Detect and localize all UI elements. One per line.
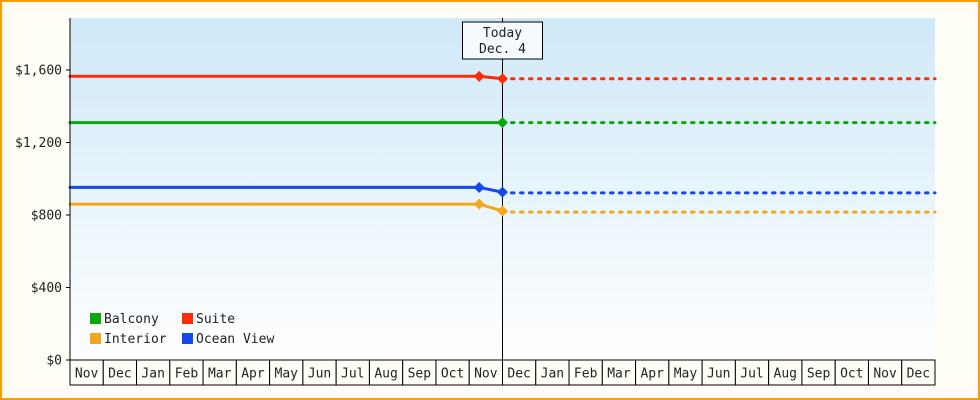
month-label: Apr [241, 367, 265, 382]
legend-label-ocean-view: Ocean View [196, 332, 274, 347]
series-suite-marker [497, 73, 508, 85]
month-cell [734, 359, 770, 386]
series-suite-marker [473, 70, 485, 82]
month-cell [568, 359, 603, 386]
legend-swatch-interior [90, 333, 101, 344]
month-label: May [674, 367, 698, 382]
y-tick-label: $1,600 [15, 64, 62, 79]
month-label: Apr [640, 367, 664, 382]
legend-item-suite: Suite [182, 312, 235, 327]
month-cell [468, 359, 504, 386]
month-label: Oct [441, 367, 464, 382]
month-label: Dec [507, 367, 530, 382]
month-cell [435, 359, 470, 386]
legend-item-ocean-view: Ocean View [182, 332, 274, 347]
month-label: Oct [840, 367, 863, 382]
month-label: Aug [374, 367, 397, 382]
legend-swatch-ocean-view [182, 333, 193, 344]
legend-label-balcony: Balcony [104, 312, 159, 327]
month-label: Dec [108, 367, 131, 382]
legend-label-interior: Interior [104, 332, 167, 347]
month-cell [368, 359, 404, 386]
month-label: Feb [574, 367, 598, 382]
month-label: Jul [341, 367, 364, 382]
month-cell [169, 359, 204, 386]
legend-swatch-suite [182, 313, 193, 324]
month-cell [102, 359, 138, 386]
month-cell [302, 359, 337, 386]
month-cell [69, 359, 104, 386]
month-label: Jun [707, 367, 730, 382]
y-tick-label: $800 [31, 209, 62, 224]
month-cell [601, 359, 637, 386]
month-cell [202, 359, 237, 386]
today-label-box [462, 21, 543, 60]
month-cell [402, 359, 437, 386]
month-label: May [275, 367, 299, 382]
legend-item-balcony: Balcony [90, 312, 159, 327]
month-cell [867, 359, 903, 386]
month-label: Feb [175, 367, 199, 382]
month-label: Jun [308, 367, 331, 382]
legend: Balcony Suite Interior Ocean View [90, 312, 274, 347]
month-label: Sep [408, 367, 432, 382]
month-label: Nov [75, 367, 99, 382]
series-interior-marker [497, 205, 508, 217]
today-label-line1: Today [483, 26, 522, 41]
month-label: Sep [807, 367, 831, 382]
month-cell [701, 359, 736, 386]
month-label: Dec [907, 367, 930, 382]
month-label: Aug [774, 367, 797, 382]
y-tick-label: $400 [31, 281, 62, 296]
today-label-line2: Dec. 4 [479, 42, 526, 57]
series-balcony-marker [497, 117, 508, 129]
legend-label-suite: Suite [196, 312, 235, 327]
series-ocean-view-marker [473, 181, 485, 193]
series-ocean-view-marker [497, 186, 508, 198]
month-cell [901, 359, 936, 386]
month-label: Jan [541, 367, 564, 382]
y-tick-label: $0 [46, 354, 62, 369]
month-label: Nov [474, 367, 498, 382]
y-tick-label: $1,200 [15, 136, 62, 151]
legend-swatch-balcony [90, 313, 101, 324]
legend-item-interior: Interior [90, 332, 167, 347]
month-label: Mar [208, 367, 232, 382]
series-interior-marker [473, 198, 485, 210]
month-cell [768, 359, 803, 386]
month-label: Jan [141, 367, 164, 382]
month-cell [635, 359, 670, 386]
month-label: Mar [607, 367, 631, 382]
month-cell [235, 359, 271, 386]
month-label: Jul [740, 367, 763, 382]
month-label: Nov [873, 367, 897, 382]
